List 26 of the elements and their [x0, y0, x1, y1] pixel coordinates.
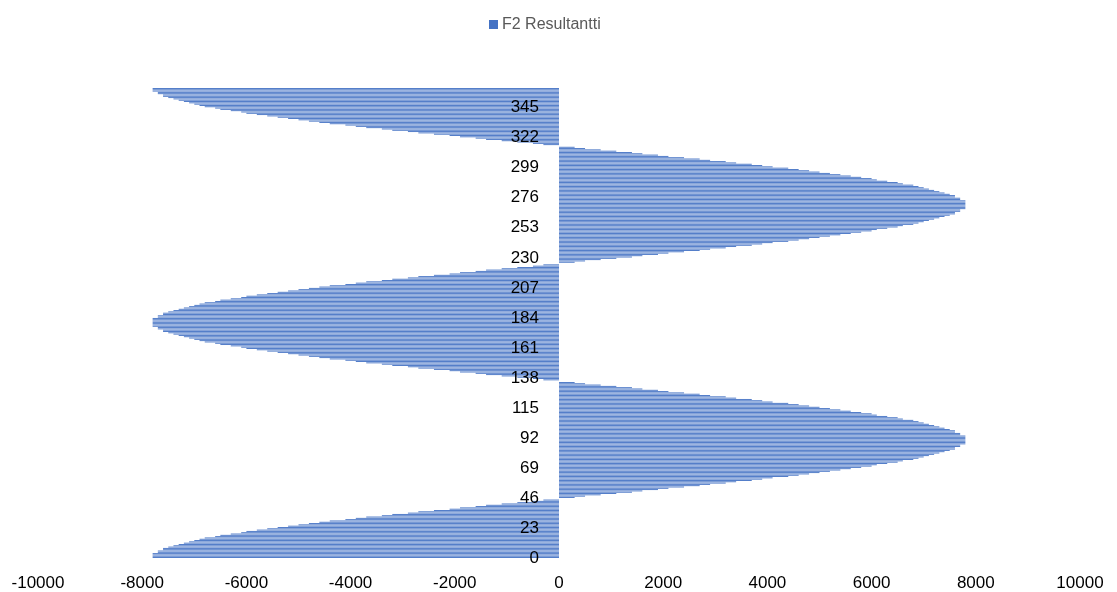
- legend-label: F2 Resultantti: [502, 15, 601, 32]
- y-tick-label: 69: [520, 457, 539, 477]
- y-tick-label: 345: [510, 97, 539, 117]
- y-tick-label: 207: [510, 277, 539, 297]
- x-tick-label: -4000: [328, 573, 373, 592]
- y-tick-label: 253: [510, 217, 539, 237]
- x-tick-label: -10000: [11, 573, 65, 592]
- y-tick-label: 115: [511, 397, 539, 417]
- x-tick-label: 10000: [1056, 573, 1104, 592]
- y-tick-label: 184: [510, 307, 539, 327]
- x-tick-label: -6000: [224, 573, 269, 592]
- y-tick-label: 230: [510, 247, 539, 267]
- x-tick-label: 2000: [644, 573, 683, 592]
- y-tick-label: 161: [510, 337, 539, 357]
- y-tick-label: 138: [510, 367, 539, 387]
- x-tick-label: 6000: [852, 573, 891, 592]
- x-tick-label: 8000: [956, 573, 995, 592]
- x-tick-label: 4000: [748, 573, 787, 592]
- x-tick-label: -8000: [120, 573, 164, 592]
- y-tick-label: 92: [520, 427, 539, 447]
- y-tick-label: 23: [520, 517, 539, 537]
- y-tick-label: 322: [510, 127, 539, 147]
- x-tick-label: -2000: [433, 573, 477, 592]
- x-tick-label: 0: [554, 573, 564, 592]
- y-tick-label: 276: [510, 187, 539, 207]
- y-tick-label: 299: [510, 157, 539, 177]
